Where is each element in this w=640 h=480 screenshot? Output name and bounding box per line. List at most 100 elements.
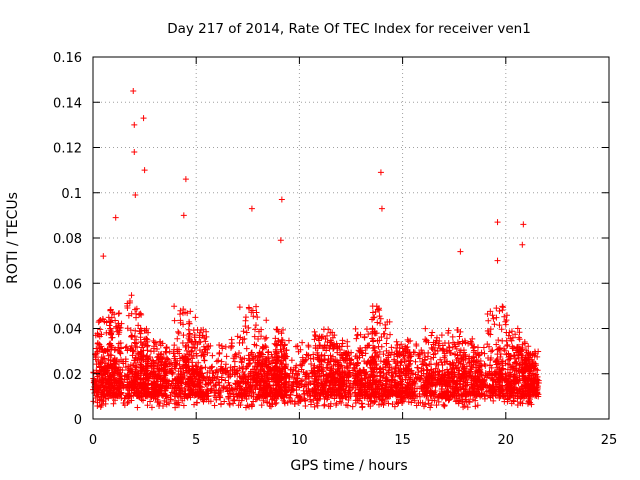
data-point <box>487 393 494 400</box>
data-point <box>171 393 178 400</box>
data-point <box>412 358 419 365</box>
data-point <box>503 378 510 385</box>
data-point <box>218 358 225 365</box>
data-point <box>250 353 257 360</box>
data-point <box>128 342 135 349</box>
data-point <box>98 354 105 361</box>
data-point <box>318 353 325 360</box>
data-point <box>470 396 477 403</box>
data-point <box>330 369 337 376</box>
data-point <box>99 397 106 404</box>
data-point <box>257 366 264 373</box>
data-point <box>408 381 415 388</box>
data-point <box>94 399 101 406</box>
data-point <box>497 393 504 400</box>
data-point <box>153 340 160 347</box>
data-point <box>419 349 426 356</box>
data-point <box>321 402 328 409</box>
data-point <box>313 400 320 407</box>
data-point <box>203 333 210 340</box>
data-point <box>175 368 182 375</box>
data-point <box>311 336 318 343</box>
data-point <box>403 367 410 374</box>
data-point <box>310 355 317 362</box>
data-point <box>278 370 285 377</box>
data-point <box>143 353 150 360</box>
data-point <box>438 385 445 392</box>
data-point <box>216 379 223 386</box>
data-point <box>312 381 319 388</box>
data-point <box>235 349 242 356</box>
data-point <box>98 331 105 338</box>
data-point <box>272 335 279 342</box>
data-point <box>221 398 228 405</box>
data-point <box>499 382 506 389</box>
data-point <box>230 355 237 362</box>
data-point <box>484 311 491 318</box>
data-point <box>124 347 131 354</box>
data-point <box>151 375 158 382</box>
data-point <box>519 400 526 407</box>
data-point <box>128 332 135 339</box>
data-point <box>218 374 225 381</box>
data-point <box>145 356 152 363</box>
data-point <box>327 403 334 410</box>
data-point <box>290 380 297 387</box>
data-point <box>435 392 442 399</box>
data-point <box>318 333 325 340</box>
data-point <box>333 400 340 407</box>
data-point <box>472 382 479 389</box>
data-point <box>200 373 207 380</box>
data-point <box>301 395 308 402</box>
data-point <box>519 359 526 366</box>
data-point <box>222 361 229 368</box>
data-point <box>514 325 521 332</box>
data-point <box>167 396 174 403</box>
data-point <box>278 196 285 203</box>
data-point <box>129 347 136 354</box>
data-point <box>295 399 302 406</box>
data-point <box>314 354 321 361</box>
data-point <box>319 381 326 388</box>
data-point <box>394 348 401 355</box>
data-point <box>155 355 162 362</box>
data-point <box>465 340 472 347</box>
data-point <box>177 319 184 326</box>
data-point <box>255 393 262 400</box>
data-point <box>269 390 276 397</box>
data-point <box>320 326 327 333</box>
data-point <box>300 358 307 365</box>
data-point <box>487 308 494 315</box>
data-point <box>268 351 275 358</box>
data-point <box>405 382 412 389</box>
data-point <box>534 383 541 390</box>
data-point <box>511 352 518 359</box>
data-point <box>516 336 523 343</box>
data-point <box>308 360 315 367</box>
data-point <box>192 314 199 321</box>
data-point <box>485 317 492 324</box>
data-point <box>179 371 186 378</box>
data-point <box>137 348 144 355</box>
data-point <box>378 205 385 212</box>
data-point <box>217 401 224 408</box>
data-point <box>189 344 196 351</box>
data-point <box>391 368 398 375</box>
data-point <box>354 359 361 366</box>
data-point <box>177 393 184 400</box>
data-point <box>111 385 118 392</box>
data-point <box>413 402 420 409</box>
data-point <box>516 362 523 369</box>
data-point <box>154 345 161 352</box>
data-point <box>473 356 480 363</box>
data-point <box>284 399 291 406</box>
y-tick-label: 0.12 <box>53 142 82 157</box>
data-point <box>155 389 162 396</box>
data-point <box>207 398 214 405</box>
data-point <box>427 355 434 362</box>
data-point <box>490 315 497 322</box>
data-point <box>398 392 405 399</box>
data-point <box>414 385 421 392</box>
data-point <box>170 350 177 357</box>
data-point <box>147 398 154 405</box>
